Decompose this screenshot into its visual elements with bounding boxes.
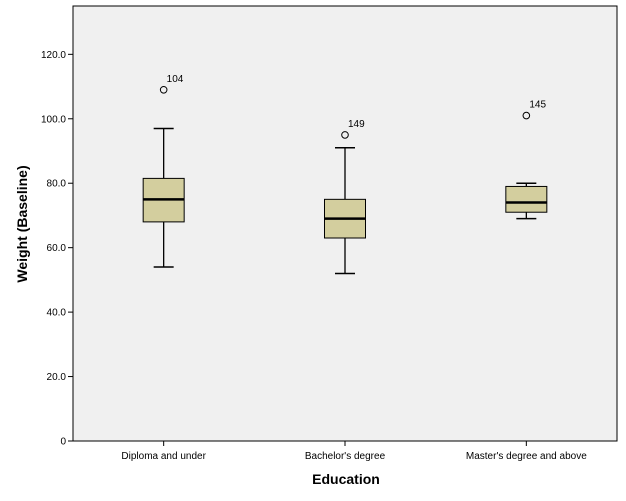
y-tick-label: 100.0	[41, 114, 66, 125]
y-axis-title: Weight (Baseline)	[14, 165, 30, 282]
outlier-point	[522, 111, 531, 120]
x-axis: Diploma and under Bachelor's degree Master…	[121, 441, 587, 462]
outlier-label: 149	[348, 119, 365, 130]
outlier-point	[159, 85, 168, 94]
y-tick-label: 0	[60, 437, 66, 448]
y-tick-label: 120.0	[41, 50, 66, 61]
y-tick-label: 40.0	[47, 308, 67, 319]
x-tick-label: Master's degree and above	[466, 451, 587, 462]
x-axis-title: Education	[312, 471, 380, 487]
x-tick-label: Bachelor's degree	[305, 451, 386, 462]
y-axis: 0 20.0 40.0 60.0 80.0 100.0 120.0	[41, 50, 73, 448]
box-group: 104	[142, 74, 185, 268]
boxes-layer: 104 149 145	[142, 74, 548, 275]
y-tick-label: 20.0	[47, 372, 67, 383]
y-tick-label: 80.0	[47, 179, 67, 190]
iqr-box	[505, 185, 548, 213]
outlier-point	[341, 131, 349, 139]
box-group: 145	[505, 100, 548, 220]
outlier-label: 145	[529, 100, 546, 111]
x-tick-label: Diploma and under	[121, 451, 206, 462]
outlier-label: 104	[167, 74, 184, 85]
box-group: 149	[324, 119, 366, 275]
y-tick-label: 60.0	[47, 243, 67, 254]
